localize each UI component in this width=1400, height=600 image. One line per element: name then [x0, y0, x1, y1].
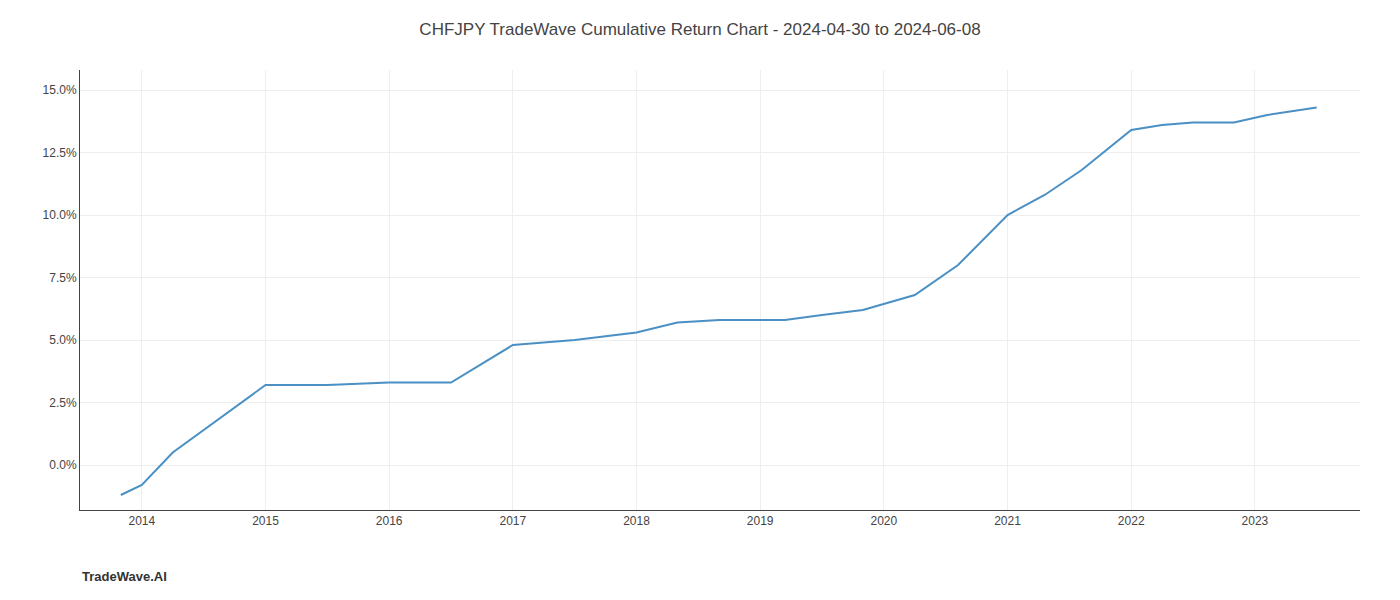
svg-text:2015: 2015 [252, 514, 279, 528]
svg-text:0.0%: 0.0% [49, 458, 77, 472]
svg-text:2018: 2018 [623, 514, 650, 528]
svg-text:7.5%: 7.5% [49, 271, 77, 285]
svg-text:2022: 2022 [1118, 514, 1145, 528]
svg-text:2017: 2017 [499, 514, 526, 528]
svg-text:10.0%: 10.0% [43, 208, 77, 222]
svg-text:2019: 2019 [747, 514, 774, 528]
svg-text:5.0%: 5.0% [49, 333, 77, 347]
svg-text:2021: 2021 [994, 514, 1021, 528]
svg-text:TradeWave.AI: TradeWave.AI [82, 569, 167, 584]
svg-text:12.5%: 12.5% [43, 146, 77, 160]
svg-text:CHFJPY TradeWave Cumulative Re: CHFJPY TradeWave Cumulative Return Chart… [419, 20, 980, 39]
svg-text:2016: 2016 [376, 514, 403, 528]
svg-text:2.5%: 2.5% [49, 396, 77, 410]
svg-text:15.0%: 15.0% [43, 83, 77, 97]
svg-text:2014: 2014 [128, 514, 155, 528]
svg-text:2020: 2020 [871, 514, 898, 528]
svg-text:2023: 2023 [1242, 514, 1269, 528]
